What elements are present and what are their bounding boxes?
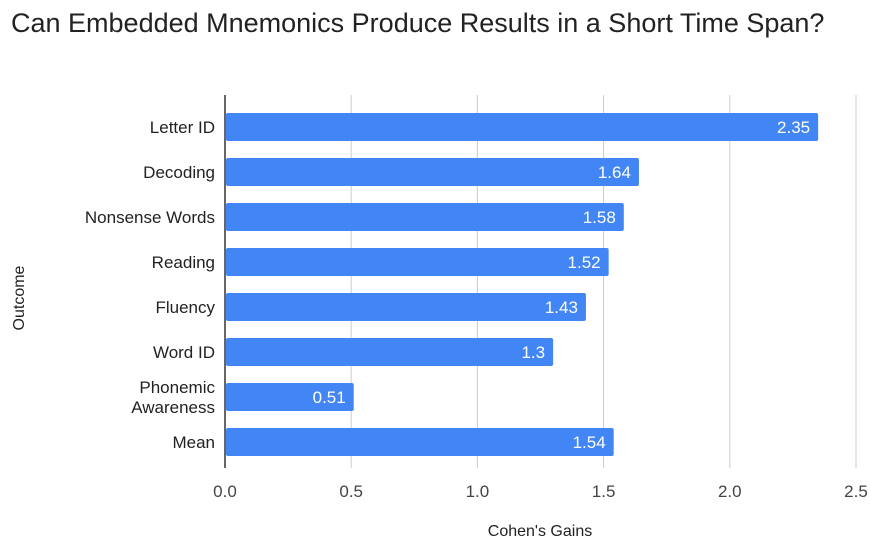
bar-value-label: 1.64 [598,163,631,182]
bar-value-label: 1.58 [583,208,616,227]
category-labels: Letter ID Decoding Nonsense Words Reading Fl… [85,118,216,452]
bar [226,158,639,186]
bar [226,383,354,411]
bar [226,248,609,276]
bar-value-label: 2.35 [777,118,810,137]
bar [226,338,554,366]
category-label: Letter ID [150,118,215,137]
x-tick-label: 0.5 [339,482,363,501]
bar [226,113,819,141]
x-tick-label: 2.5 [844,482,868,501]
category-label: Nonsense Words [85,208,215,227]
category-label: Phonemic Awareness [131,378,215,417]
bar [226,203,624,231]
bars: 2.35 1.64 1.58 1.52 1.43 1.3 0.51 1.54 [226,113,819,456]
x-axis-title: Cohen's Gains [488,523,592,540]
bar [226,293,586,321]
bar-value-label: 1.52 [568,253,601,272]
chart-title: Can Embedded Mnemonics Produce Results i… [11,8,825,38]
bar-value-label: 0.51 [313,388,346,407]
category-label: Reading [152,253,215,272]
bar-value-label: 1.54 [573,433,606,452]
bar-value-label: 1.43 [545,298,578,317]
x-tick-label: 0.0 [213,482,237,501]
category-label: Fluency [155,298,215,317]
bar-value-label: 1.3 [521,343,545,362]
x-tick-label: 2.0 [718,482,742,501]
gridlines [350,95,857,468]
bar [226,428,614,456]
category-label: Word ID [153,343,215,362]
y-axis-title: Outcome [11,265,28,330]
category-label: Decoding [143,163,215,182]
x-tick-label: 1.0 [466,482,490,501]
x-tick-label: 1.5 [592,482,616,501]
category-label: Mean [172,433,215,452]
x-tick-labels: 0.0 0.5 1.0 1.5 2.0 2.5 [213,482,868,501]
